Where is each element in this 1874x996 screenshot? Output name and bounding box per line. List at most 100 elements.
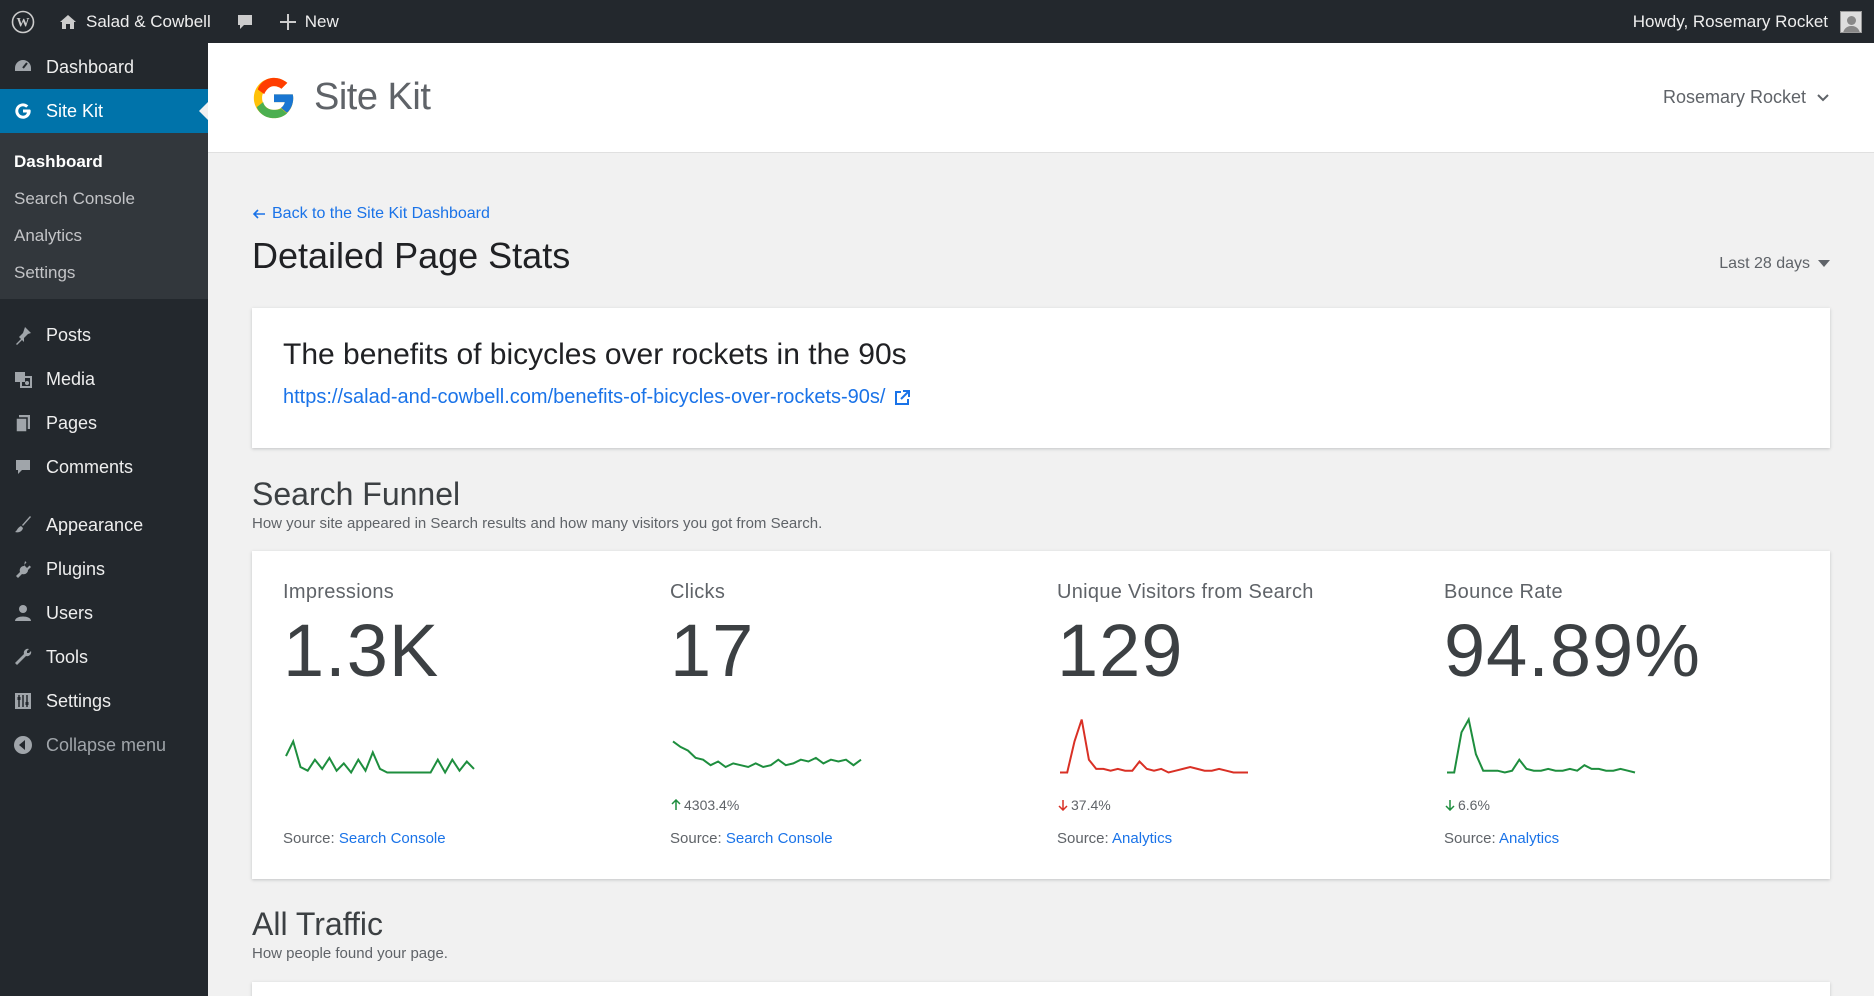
collapse-arrow-icon <box>12 734 34 756</box>
site-name-link[interactable]: Salad & Cowbell <box>46 0 223 43</box>
comment-icon <box>12 456 34 478</box>
arrow-down-icon <box>1445 800 1455 811</box>
sidebar-item-site-kit[interactable]: Site Kit <box>0 89 208 133</box>
post-url: https://salad-and-cowbell.com/benefits-o… <box>283 386 886 408</box>
page-details-card: The benefits of bicycles over rockets in… <box>252 308 1830 448</box>
metric-change: 4303.4% <box>670 797 739 813</box>
sparkline <box>672 740 862 769</box>
site-kit-header: Site Kit Rosemary Rocket <box>208 43 1874 153</box>
metric-change: 37.4% <box>1057 797 1111 813</box>
all-traffic-card <box>252 982 1830 996</box>
gauge-icon <box>12 56 34 78</box>
sidebar-item-appearance[interactable]: Appearance <box>0 503 208 547</box>
greeting: Howdy, Rosemary Rocket <box>1632 11 1828 31</box>
search-funnel-card: Impressions 1.3K Source: Search Console … <box>252 551 1830 879</box>
sidebar-item-pages[interactable]: Pages <box>0 401 208 445</box>
date-range-selector[interactable]: Last 28 days <box>1719 255 1830 273</box>
source-prefix: Source: <box>670 830 722 847</box>
collapse-label: Collapse menu <box>46 734 167 755</box>
metric-bounce-rate[interactable]: Bounce Rate 94.89% 6.6% Source: Analytic… <box>1413 551 1800 879</box>
comment-icon <box>237 14 252 29</box>
change-value: 4303.4% <box>684 797 740 813</box>
sidebar-item-label: Pages <box>46 412 98 433</box>
user-menu[interactable]: Rosemary Rocket <box>1663 87 1830 108</box>
account-menu[interactable]: Howdy, Rosemary Rocket <box>1621 0 1874 43</box>
metric-unique-visitors[interactable]: Unique Visitors from Search 129 37.4% So… <box>1026 551 1413 879</box>
sidebar-item-label: Plugins <box>46 558 106 579</box>
source-link[interactable]: Search Console <box>338 830 446 847</box>
all-traffic-subtitle: How people found your page. <box>252 945 448 962</box>
main-content: Back to the Site Kit Dashboard Detailed … <box>208 153 1874 996</box>
source-prefix: Source: <box>283 830 335 847</box>
collapse-menu-button[interactable]: Collapse menu <box>0 723 208 767</box>
comments-link[interactable] <box>223 0 267 43</box>
sidebar-item-label: Media <box>46 368 96 389</box>
pages-icon <box>12 412 34 434</box>
submenu-dashboard[interactable]: Dashboard <box>14 151 103 171</box>
metric-label: Unique Visitors from Search <box>1057 581 1314 603</box>
google-g-icon <box>253 77 294 118</box>
sparkline-series <box>285 738 475 775</box>
arrow-left-icon <box>252 209 265 219</box>
plug-icon <box>12 558 34 580</box>
source-link[interactable]: Search Console <box>725 830 833 847</box>
chevron-down-icon <box>1817 93 1829 101</box>
submenu-search-console[interactable]: Search Console <box>14 188 135 208</box>
sidebar-item-tools[interactable]: Tools <box>0 635 208 679</box>
sidebar-item-comments[interactable]: Comments <box>0 445 208 489</box>
avatar <box>1840 10 1862 33</box>
sidebar-item-label: Appearance <box>46 514 144 535</box>
metric-source: Source: Analytics <box>1444 830 1559 847</box>
sparkline-series <box>1060 719 1248 774</box>
metric-value: 17 <box>670 609 755 692</box>
sidebar-item-media[interactable]: Media <box>0 357 208 401</box>
sparkline-series <box>1447 716 1636 774</box>
sidebar-item-dashboard[interactable]: Dashboard <box>0 45 208 89</box>
google-g-icon <box>12 100 34 122</box>
sidebar-item-users[interactable]: Users <box>0 591 208 635</box>
metric-value: 129 <box>1057 609 1184 692</box>
user-name: Rosemary Rocket <box>1662 87 1806 107</box>
svg-text:W: W <box>17 14 30 29</box>
metric-label: Bounce Rate <box>1444 581 1563 603</box>
site-name: Salad & Cowbell <box>86 11 211 31</box>
sidebar-item-label: Users <box>46 602 94 623</box>
submenu-settings[interactable]: Settings <box>14 262 76 282</box>
brush-icon <box>12 514 34 536</box>
metric-impressions[interactable]: Impressions 1.3K Source: Search Console <box>252 551 639 879</box>
sidebar-item-plugins[interactable]: Plugins <box>0 547 208 591</box>
sidebar-item-settings[interactable]: Settings <box>0 679 208 723</box>
submenu-analytics[interactable]: Analytics <box>14 225 83 245</box>
metric-source: Source: Search Console <box>670 830 833 847</box>
arrow-down-icon <box>1058 800 1068 811</box>
sparkline <box>1060 719 1248 774</box>
home-icon <box>60 14 76 29</box>
source-prefix: Source: <box>1057 830 1109 847</box>
new-content-link[interactable]: New <box>267 0 351 43</box>
metric-source: Source: Analytics <box>1057 830 1172 847</box>
source-link[interactable]: Analytics <box>1499 830 1560 847</box>
source-link[interactable]: Analytics <box>1112 830 1173 847</box>
sidebar-item-label: Site Kit <box>46 100 104 121</box>
metric-clicks[interactable]: Clicks 17 4303.4% Source: Search Console <box>639 551 1026 879</box>
site-kit-logo[interactable]: Site Kit <box>252 76 431 120</box>
post-url-link[interactable]: https://salad-and-cowbell.com/benefits-o… <box>283 386 1799 409</box>
site-kit-submenu: Dashboard Search Console Analytics Setti… <box>0 133 208 299</box>
page-title: Detailed Page Stats <box>252 235 571 276</box>
all-traffic-title: All Traffic <box>252 906 383 942</box>
pin-icon <box>12 324 34 346</box>
search-funnel-subtitle: How your site appeared in Search results… <box>252 515 823 532</box>
back-link[interactable]: Back to the Site Kit Dashboard <box>252 205 490 223</box>
change-value: 37.4% <box>1071 797 1111 813</box>
sidebar-item-label: Tools <box>46 646 89 667</box>
sidebar-item-label: Dashboard <box>46 56 135 77</box>
date-range-label: Last 28 days <box>1719 255 1810 272</box>
metric-change: 6.6% <box>1444 797 1490 813</box>
sidebar-item-label: Settings <box>46 690 112 711</box>
metric-source: Source: Search Console <box>283 830 446 847</box>
metric-label: Impressions <box>283 581 395 603</box>
back-link-label: Back to the Site Kit Dashboard <box>272 205 490 222</box>
wordpress-logo-icon[interactable]: W <box>0 0 46 43</box>
sidebar-item-posts[interactable]: Posts <box>0 313 208 357</box>
change-value: 6.6% <box>1458 797 1490 813</box>
